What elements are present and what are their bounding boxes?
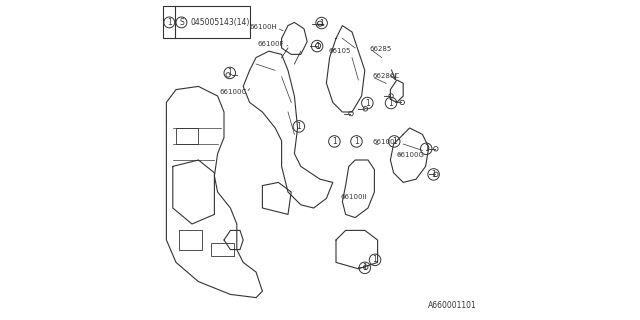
Text: 66100F: 66100F: [258, 41, 284, 47]
Text: 66100II: 66100II: [340, 195, 367, 200]
Text: 1: 1: [365, 99, 370, 108]
Text: 66285: 66285: [370, 46, 392, 52]
Text: 1: 1: [431, 170, 436, 179]
Text: 1: 1: [315, 42, 319, 51]
Text: 1: 1: [424, 144, 429, 153]
FancyBboxPatch shape: [163, 6, 250, 38]
Text: 66286C: 66286C: [372, 73, 399, 79]
Text: A660001101: A660001101: [428, 301, 477, 310]
Text: 66100C: 66100C: [219, 89, 246, 95]
Text: 1: 1: [227, 68, 232, 77]
Text: S: S: [179, 18, 184, 27]
Bar: [211, 243, 234, 256]
Text: 66100H: 66100H: [249, 24, 277, 30]
Text: 1: 1: [362, 263, 367, 272]
Text: 66100I: 66100I: [372, 140, 397, 145]
Text: 1: 1: [296, 122, 301, 131]
Text: 66105: 66105: [329, 48, 351, 54]
Text: 1: 1: [372, 255, 378, 264]
Text: 1: 1: [167, 18, 172, 27]
Text: 1: 1: [354, 137, 359, 146]
Text: 1: 1: [388, 99, 394, 108]
Text: 045005143(14): 045005143(14): [191, 18, 250, 27]
Bar: [176, 128, 198, 144]
Text: 1: 1: [392, 137, 397, 146]
Text: 1: 1: [332, 137, 337, 146]
Text: 66100G: 66100G: [396, 152, 424, 158]
Text: 1: 1: [319, 19, 324, 28]
Bar: [179, 230, 202, 250]
